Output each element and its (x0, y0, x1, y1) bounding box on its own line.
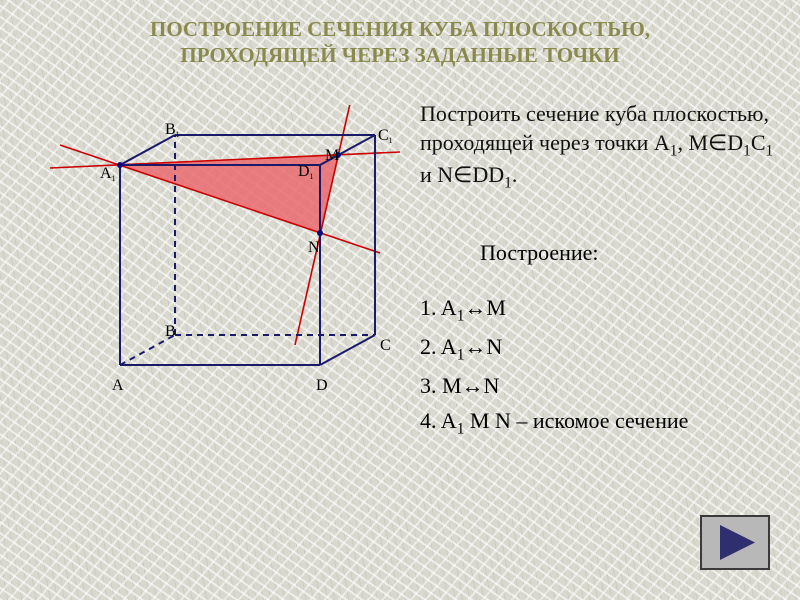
construction-lines (50, 105, 400, 345)
construction-heading: Построение: (480, 240, 599, 266)
step-3: 3. M↔N (420, 368, 688, 403)
vertex-label: A1 (100, 165, 115, 183)
title-line-2: ПРОХОДЯЩЕЙ ЧЕРЕЗ ЗАДАННЫЕ ТОЧКИ (0, 42, 800, 68)
title-line-1: ПОСТРОЕНИЕ СЕЧЕНИЯ КУБА ПЛОСКОСТЬЮ, (0, 16, 800, 42)
vertex-label: B1 (165, 121, 180, 139)
vertex-label: C1 (378, 127, 393, 145)
step-2: 2. A1↔N (420, 329, 688, 368)
problem-statement: Построить сечение куба плоскостью, прохо… (420, 100, 780, 193)
vertex-label: C (380, 337, 391, 355)
problem-text: Построить сечение куба плоскостью, прохо… (420, 101, 773, 187)
vertex-label: M (325, 147, 339, 165)
vertex-label: A (112, 377, 124, 395)
next-slide-button[interactable] (700, 515, 770, 570)
slide-title: ПОСТРОЕНИЕ СЕЧЕНИЯ КУБА ПЛОСКОСТЬЮ, ПРОХ… (0, 16, 800, 69)
play-icon (700, 515, 770, 570)
vertex-label: D1 (298, 163, 313, 181)
construction-steps: 1. A1↔M 2. A1↔N 3. M↔N 4. A1 M N – иском… (420, 290, 688, 442)
vertex-label: B (165, 323, 176, 341)
vertex-label: D (316, 377, 328, 395)
step-1: 1. A1↔M (420, 290, 688, 329)
step-4: 4. A1 M N – искомое сечение (420, 403, 688, 442)
diagram-svg (40, 105, 400, 405)
vertex-label: N (308, 239, 320, 257)
cube-diagram: A B C D A1 B1 C1 D1 M N (40, 105, 400, 405)
